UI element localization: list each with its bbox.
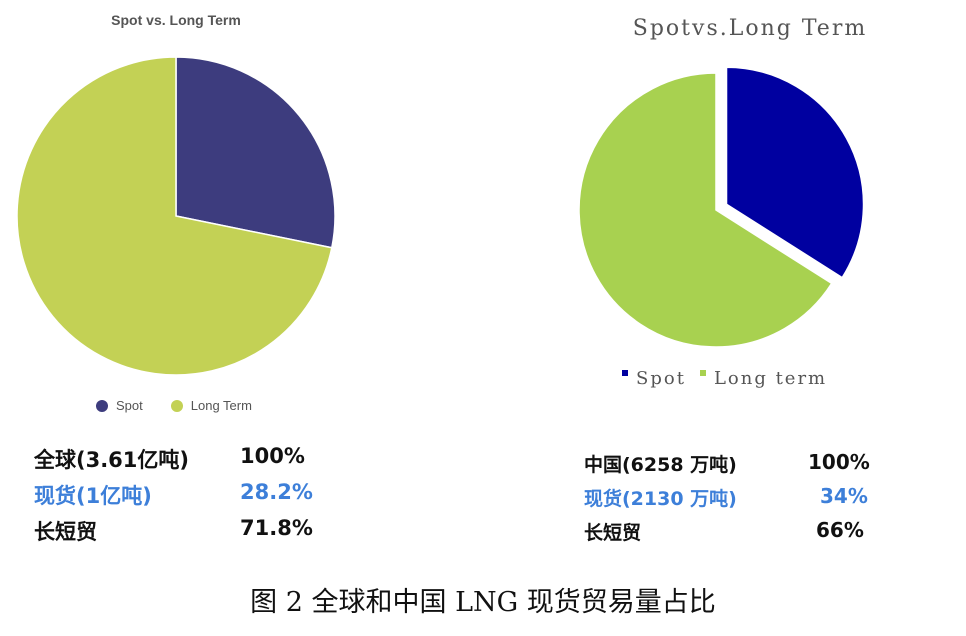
table-row: 现货(1亿吨) xyxy=(34,480,152,510)
legend-dot-icon xyxy=(96,399,108,412)
figure-caption: 图 2 全球和中国 LNG 现货贸易量占比 xyxy=(250,587,716,618)
table-value: 100% xyxy=(808,450,870,474)
table-row-value: 66% xyxy=(816,518,864,542)
right-legend-label-spot: Spot xyxy=(636,368,686,389)
left-legend-label-long-term: Long Term xyxy=(190,398,252,413)
pie-slice-long-term xyxy=(16,56,333,376)
right-legend-label-long-term: Long term xyxy=(713,368,828,389)
legend-square-icon xyxy=(622,369,628,376)
table-row-value: 71.8% xyxy=(240,516,313,540)
table-row: 中国(6258 万吨) xyxy=(584,450,737,477)
left-chart-title: Spot vs. Long Term xyxy=(111,12,241,28)
table-row: 长短贸 xyxy=(584,518,641,545)
table-value: 71.8% xyxy=(240,516,313,540)
pie-slice-long-term xyxy=(578,72,833,348)
legend-square-icon xyxy=(699,369,706,376)
table-label: 中国(6258 万吨) xyxy=(584,454,737,476)
pie-slice-spot xyxy=(725,66,865,279)
pie-slice-spot xyxy=(175,56,336,249)
table-row: 现货(2130 万吨) xyxy=(584,484,737,511)
left-legend-label-spot: Spot xyxy=(116,398,143,413)
table-value: 28.2% xyxy=(240,480,313,504)
right-legend-item-spot: Spot xyxy=(622,368,686,389)
right-pie-chart xyxy=(578,66,865,348)
china-share-table: 中国(6258 万吨) 100% 现货(2130 万吨) 34% 长短贸 66% xyxy=(584,450,884,550)
table-row-value: 34% xyxy=(820,484,868,508)
table-value: 66% xyxy=(816,518,864,542)
left-legend: Spot Long Term xyxy=(96,398,272,413)
legend-dot-icon xyxy=(170,399,183,412)
left-pie-chart xyxy=(16,56,336,376)
table-value: 100% xyxy=(240,444,305,468)
table-row: 全球(3.61亿吨) xyxy=(34,444,189,474)
table-row-value: 100% xyxy=(808,450,870,474)
table-label: 长短贸 xyxy=(34,520,97,544)
table-label: 长短贸 xyxy=(584,522,642,544)
right-legend-item-long-term: Long term xyxy=(699,368,828,389)
right-legend: Spot Long term xyxy=(622,368,841,389)
table-row-value: 100% xyxy=(240,444,305,468)
table-label: 全球(3.61亿吨) xyxy=(34,448,190,472)
left-legend-item-spot: Spot xyxy=(96,398,143,413)
table-row: 长短贸 xyxy=(34,516,97,546)
table-label: 现货(2130 万吨) xyxy=(584,488,737,510)
right-chart-title: Spotvs.Long Term xyxy=(632,16,868,41)
left-legend-item-long-term: Long Term xyxy=(170,398,252,413)
table-value: 34% xyxy=(820,484,868,508)
global-share-table: 全球(3.61亿吨) 100% 现货(1亿吨) 28.2% 长短贸 71.8% xyxy=(34,444,334,554)
table-row-value: 28.2% xyxy=(240,480,313,504)
table-label: 现货(1亿吨) xyxy=(34,484,152,508)
